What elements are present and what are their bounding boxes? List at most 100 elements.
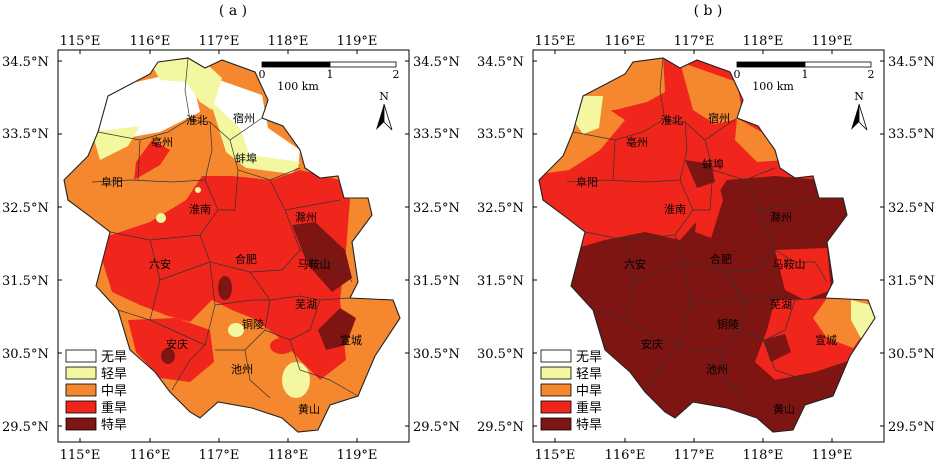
city-label: 宿州 <box>708 111 730 125</box>
north-label: N <box>854 90 864 103</box>
city-label: 亳州 <box>151 135 173 149</box>
city-label: 铜陵 <box>242 317 264 331</box>
lon-tick-label: 117°E <box>199 34 240 49</box>
lat-tick-label: 33.5°N <box>888 127 935 142</box>
city-label: 芜湖 <box>295 297 317 311</box>
legend-swatch <box>65 349 97 363</box>
lat-tick-label: 29.5°N <box>413 420 460 435</box>
lat-tick-label: 34.5°N <box>2 55 49 70</box>
lat-tick-marks-a <box>58 60 409 427</box>
city-label: 阜阳 <box>576 176 598 189</box>
moderate-drought-area <box>735 118 785 162</box>
city-labels-a: 宿州 淮北 亳州 蚌埠 阜阳 淮南 滁州 六安 合肥 马鞍山 芜湖 铜陵 安庆 … <box>101 111 362 416</box>
lon-tick-label: 118°E <box>743 34 784 49</box>
lat-tick-label: 29.5°N <box>888 420 935 435</box>
province-boundary <box>538 57 876 433</box>
city-label: 滁州 <box>770 210 792 224</box>
severe-drought-area <box>775 248 831 300</box>
extreme-drought-area <box>318 308 356 350</box>
city-label: 淮北 <box>661 114 683 127</box>
legend-swatch <box>65 417 97 431</box>
city-label: 宿州 <box>233 111 255 125</box>
scale-tick-label: 0 <box>259 68 266 81</box>
scale-bar-b: 0 1 2 100 km <box>734 61 875 93</box>
lat-tick-labels-a: 34.5°N 33.5°N 32.5°N 31.5°N 30.5°N 29.5°… <box>2 55 460 435</box>
city-label: 合肥 <box>710 252 732 266</box>
map-panel-a: 宿州 淮北 亳州 蚌埠 阜阳 淮南 滁州 六安 合肥 马鞍山 芜湖 铜陵 安庆 … <box>2 3 460 463</box>
city-boundaries-a <box>91 57 359 399</box>
lon-tick-label: 116°E <box>130 448 171 463</box>
city-label: 芜湖 <box>770 297 792 311</box>
legend-label: 特旱 <box>101 418 127 433</box>
lat-tick-label: 31.5°N <box>477 274 524 289</box>
lon-tick-label: 116°E <box>605 448 646 463</box>
legend-label: 轻旱 <box>101 367 127 382</box>
legend-swatch <box>65 383 97 397</box>
lon-tick-labels-a: 115°E 116°E 117°E 118°E 119°E 115°E 116°… <box>60 34 378 463</box>
lat-tick-label: 32.5°N <box>413 201 460 216</box>
lat-tick-label: 31.5°N <box>413 274 460 289</box>
legend-label: 中旱 <box>101 384 127 399</box>
city-label: 六安 <box>624 257 646 271</box>
scale-unit-label: 100 km <box>277 80 319 93</box>
lat-tick-label: 30.5°N <box>2 347 49 362</box>
legend-swatch <box>540 349 572 363</box>
lon-tick-label: 117°E <box>199 448 240 463</box>
lat-tick-label: 32.5°N <box>888 201 935 216</box>
lon-tick-label: 115°E <box>60 448 101 463</box>
panel-label: ( b ) <box>694 3 723 19</box>
light-drought-spot <box>228 323 244 337</box>
scale-tick-label: 0 <box>734 68 741 81</box>
lon-tick-label: 119°E <box>812 448 853 463</box>
legend-label: 特旱 <box>576 418 602 433</box>
lat-tick-label: 34.5°N <box>888 55 935 70</box>
city-labels-b: 宿州 淮北 亳州 蚌埠 阜阳 淮南 滁州 六安 合肥 马鞍山 芜湖 铜陵 安庆 … <box>576 111 837 416</box>
map-svg-a: 宿州 淮北 亳州 蚌埠 阜阳 淮南 滁州 六安 合肥 马鞍山 芜湖 铜陵 安庆 … <box>2 3 460 463</box>
city-label: 滁州 <box>295 210 317 224</box>
city-label: 黄山 <box>298 402 320 416</box>
legend-label: 无旱 <box>576 350 602 365</box>
city-label: 阜阳 <box>101 176 123 189</box>
lat-tick-label: 30.5°N <box>477 347 524 362</box>
city-label: 合肥 <box>235 252 257 266</box>
city-label: 宣城 <box>340 333 362 347</box>
legend-label: 轻旱 <box>576 367 602 382</box>
lat-tick-label: 31.5°N <box>888 274 935 289</box>
legend-b: 无旱 轻旱 中旱 重旱 特旱 <box>540 349 602 433</box>
legend-label: 重旱 <box>101 400 127 416</box>
legend-swatch <box>540 417 572 431</box>
lat-tick-label: 29.5°N <box>2 420 49 435</box>
lat-tick-label: 34.5°N <box>413 55 460 70</box>
lon-tick-label: 118°E <box>268 448 309 463</box>
lat-tick-label: 30.5°N <box>888 347 935 362</box>
panel-label: ( a ) <box>219 3 247 19</box>
extreme-drought-spot <box>218 276 232 300</box>
city-label: 淮南 <box>189 203 211 216</box>
legend-label: 重旱 <box>576 400 602 416</box>
legend-swatch <box>540 366 572 380</box>
moderate-drought-area <box>680 62 743 124</box>
extreme-drought-spot <box>161 348 175 364</box>
legend-a: 无旱 轻旱 中旱 重旱 特旱 <box>65 349 127 433</box>
light-drought-spot <box>195 187 201 193</box>
light-drought-spot <box>282 362 310 398</box>
lon-tick-label: 119°E <box>337 34 378 49</box>
city-label: 淮南 <box>664 203 686 216</box>
lon-tick-label: 118°E <box>268 34 309 49</box>
lat-tick-label: 29.5°N <box>477 420 524 435</box>
city-boundaries-b <box>566 57 834 399</box>
lon-tick-label: 119°E <box>337 448 378 463</box>
lat-tick-label: 33.5°N <box>2 127 49 142</box>
city-label: 马鞍山 <box>773 257 806 271</box>
no-drought-area <box>205 75 300 168</box>
lat-tick-label: 33.5°N <box>413 127 460 142</box>
light-drought-spot <box>156 213 166 223</box>
extreme-drought-spot <box>685 160 715 188</box>
lat-tick-label: 34.5°N <box>477 55 524 70</box>
light-drought-area <box>92 126 140 160</box>
city-label: 淮北 <box>186 114 208 127</box>
lat-tick-labels-b: 34.5°N 33.5°N 32.5°N 31.5°N 30.5°N 29.5°… <box>477 55 935 435</box>
lon-tick-label: 115°E <box>535 34 576 49</box>
lat-tick-label: 31.5°N <box>2 274 49 289</box>
city-label: 六安 <box>149 257 171 271</box>
